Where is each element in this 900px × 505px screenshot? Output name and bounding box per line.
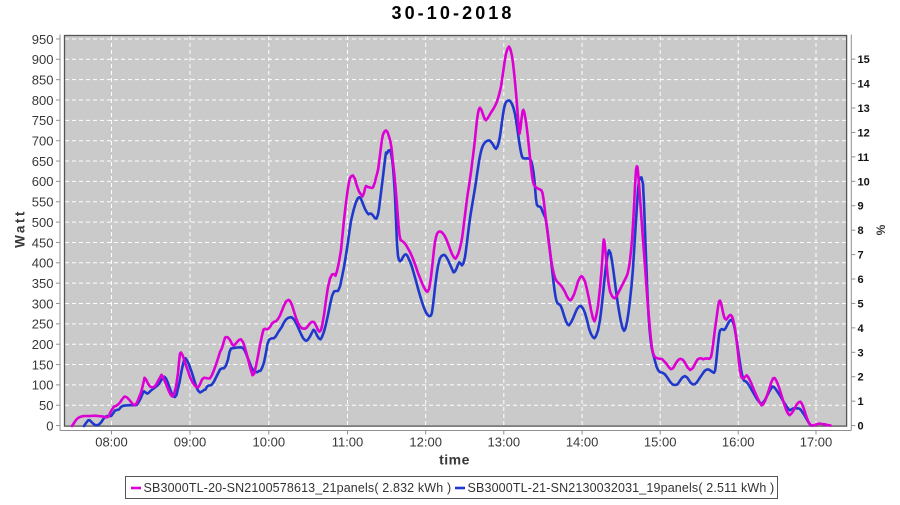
svg-text:15: 15 [858,54,870,66]
svg-text:550: 550 [32,195,54,210]
svg-text:1: 1 [858,396,864,408]
svg-text:100: 100 [32,378,54,393]
svg-text:2: 2 [858,372,864,384]
svg-text:300: 300 [32,296,54,311]
svg-text:7: 7 [858,250,864,262]
svg-text:08:00: 08:00 [95,434,128,449]
svg-text:12:00: 12:00 [409,434,442,449]
svg-text:14: 14 [858,79,871,91]
svg-text:10: 10 [858,176,870,188]
svg-text:450: 450 [32,235,54,250]
svg-text:200: 200 [32,337,54,352]
svg-text:850: 850 [32,72,54,87]
svg-text:250: 250 [32,317,54,332]
svg-text:700: 700 [32,134,54,149]
svg-text:9: 9 [858,201,864,213]
svg-text:11: 11 [858,152,870,164]
svg-text:10:00: 10:00 [253,434,286,449]
svg-text:13: 13 [858,103,870,115]
svg-text:3: 3 [858,347,864,359]
svg-text:750: 750 [32,113,54,128]
svg-text:17:00: 17:00 [800,434,833,449]
svg-text:900: 900 [32,52,54,67]
svg-text:150: 150 [32,357,54,372]
svg-text:Watt: Watt [13,209,28,248]
svg-text:950: 950 [32,32,54,47]
svg-text:13:00: 13:00 [488,434,521,449]
svg-text:8: 8 [858,225,864,237]
svg-text:350: 350 [32,276,54,291]
svg-text:650: 650 [32,154,54,169]
svg-text:12: 12 [858,127,870,139]
svg-text:SB3000TL-21-SN2130032031_19pan: SB3000TL-21-SN2130032031_19panels( 2.511… [468,481,775,495]
svg-text:500: 500 [32,215,54,230]
svg-text:time: time [439,452,470,468]
svg-text:SB3000TL-20-SN2100578613_21pan: SB3000TL-20-SN2100578613_21panels( 2.832… [144,481,452,495]
svg-text:15:00: 15:00 [644,434,677,449]
svg-text:14:00: 14:00 [566,434,599,449]
svg-text:%: % [874,224,888,235]
svg-text:0: 0 [858,421,864,433]
svg-text:16:00: 16:00 [722,434,755,449]
svg-text:6: 6 [858,274,864,286]
svg-text:600: 600 [32,174,54,189]
svg-text:800: 800 [32,93,54,108]
svg-text:5: 5 [858,298,864,310]
svg-text:0: 0 [46,418,53,433]
svg-text:11:00: 11:00 [332,434,364,449]
svg-text:50: 50 [39,398,53,413]
svg-text:4: 4 [858,323,865,335]
svg-text:400: 400 [32,256,54,271]
svg-text:09:00: 09:00 [174,434,207,449]
